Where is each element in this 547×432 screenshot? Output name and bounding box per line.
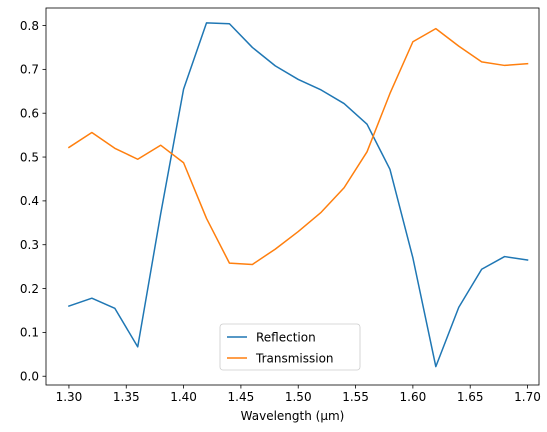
plot-lines: [67, 22, 529, 368]
y-tick-label: 0.0: [20, 370, 39, 384]
x-tick-label: 1.50: [285, 390, 312, 404]
plot-frame: [45, 7, 540, 386]
series-line-transmission: [67, 27, 529, 266]
legend-label-reflection: Reflection: [256, 330, 316, 344]
legend-box: [219, 323, 361, 371]
x-axis: 1.30 1.35 1.40 1.45 1.50 1.55 1.60 1.65 1.70: [56, 385, 541, 404]
y-tick-label: 0.2: [20, 282, 39, 296]
legend-label-transmission: Transmission: [255, 351, 334, 365]
x-tick-label: 1.30: [56, 390, 83, 404]
x-axis-label: Wavelength (μm): [241, 409, 345, 423]
x-tick-label: 1.55: [342, 390, 369, 404]
y-tick-label: 0.8: [20, 19, 39, 33]
x-tick-label: 1.60: [400, 390, 427, 404]
x-tick-label: 1.65: [457, 390, 484, 404]
x-tick-label: 1.35: [113, 390, 140, 404]
y-tick-label: 0.3: [20, 238, 39, 252]
y-tick-label: 0.5: [20, 150, 39, 164]
y-tick-label: 0.7: [20, 63, 39, 77]
x-tick-label: 1.40: [170, 390, 197, 404]
x-tick-label: 1.45: [228, 390, 255, 404]
y-tick-label: 0.4: [20, 194, 39, 208]
series-line-reflection: [67, 22, 529, 368]
y-axis: 0.0 0.1 0.2 0.3 0.4 0.5 0.6 0.7 0.8: [20, 19, 46, 384]
y-tick-label: 0.1: [20, 326, 39, 340]
x-tick-label: 1.70: [514, 390, 541, 404]
legend: Reflection Transmission: [219, 323, 361, 371]
y-tick-label: 0.6: [20, 107, 39, 121]
